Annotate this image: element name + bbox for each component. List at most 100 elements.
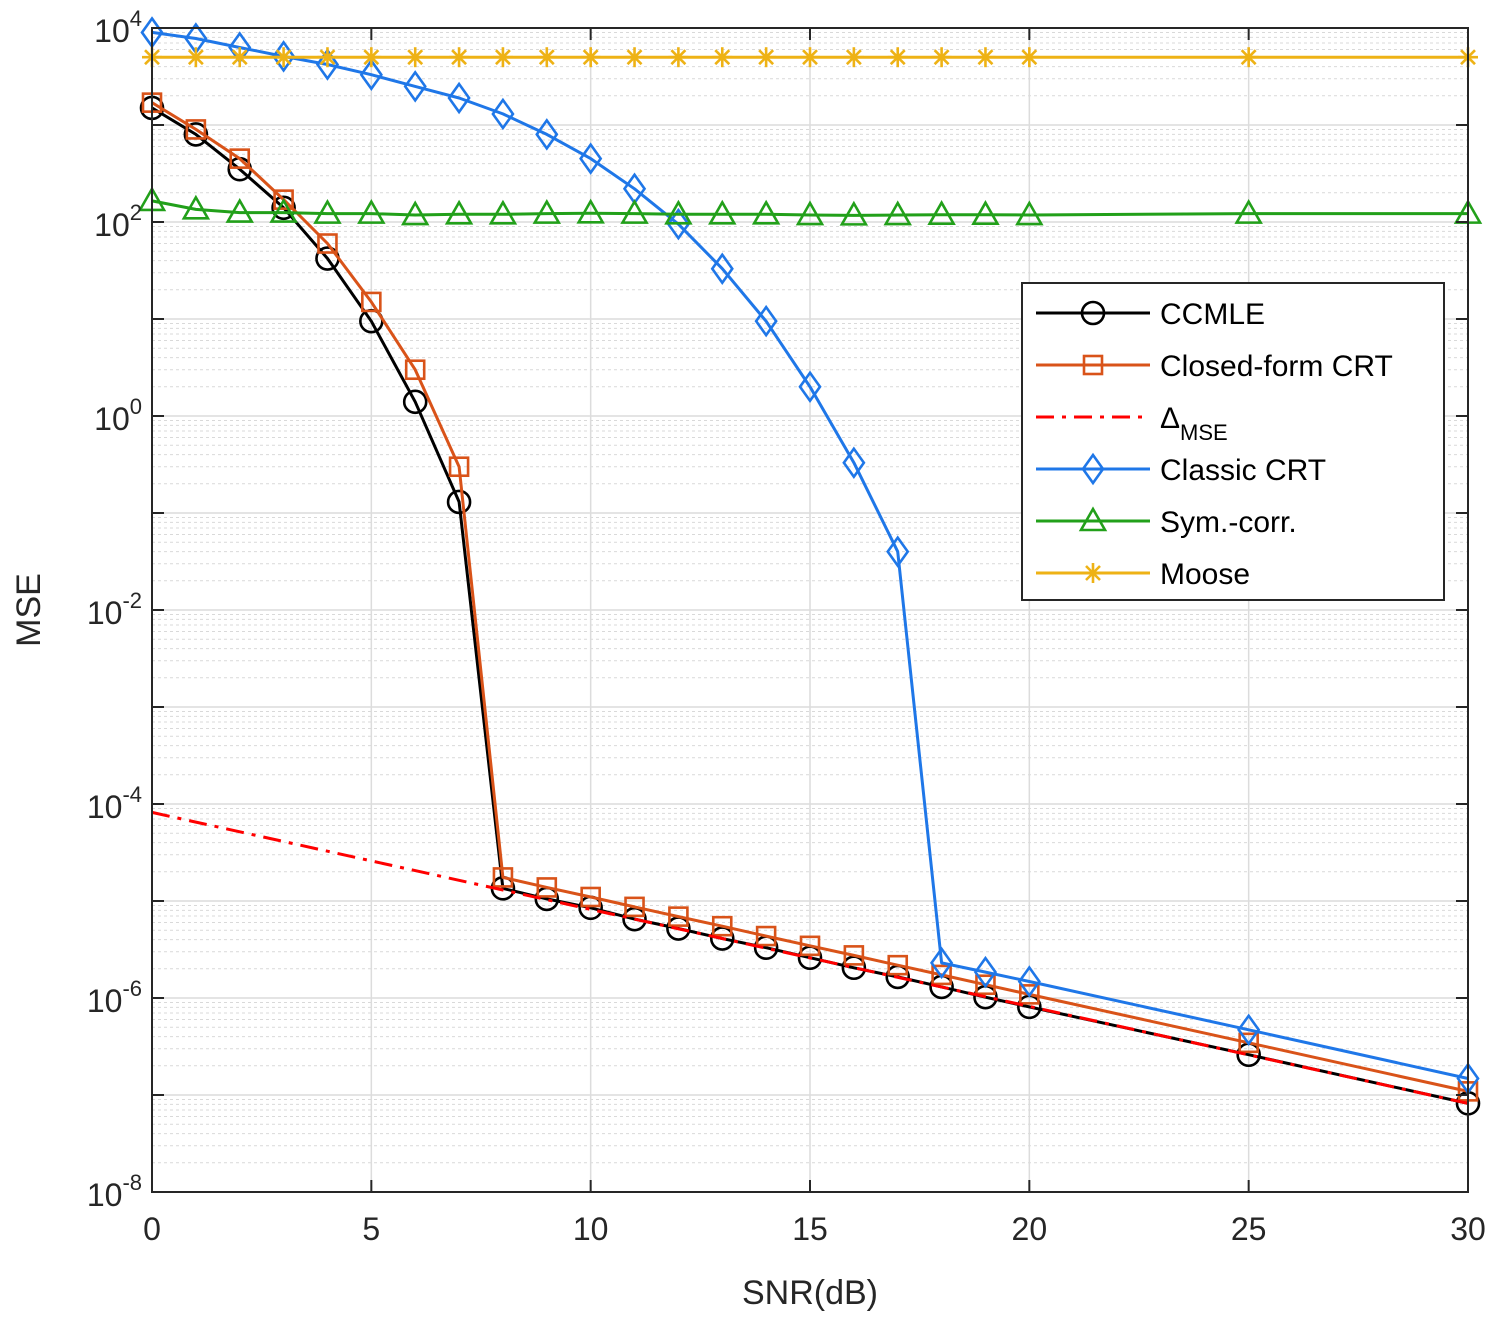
y-tick-label: 102	[94, 200, 142, 243]
data-point	[492, 47, 513, 68]
y-tick-base: 10	[87, 983, 123, 1019]
legend-label: ΔMSE	[1160, 402, 1228, 445]
data-point	[536, 877, 558, 898]
y-tick-label: 10-4	[87, 782, 142, 825]
data-point	[799, 935, 821, 957]
data-point	[225, 197, 254, 223]
data-point	[1234, 199, 1263, 224]
data-point	[710, 252, 734, 285]
series-line-closed-form-crt	[151, 101, 1469, 1093]
y-tick-label: 10-6	[87, 976, 142, 1019]
data-point	[839, 200, 869, 226]
series-mse	[151, 810, 1469, 1105]
data-point	[1238, 1032, 1259, 1054]
legend-box	[1021, 282, 1445, 601]
legend-marker	[1081, 452, 1105, 486]
legend-marker	[1082, 354, 1104, 376]
y-tick-label: 104	[94, 6, 142, 49]
data-point	[405, 47, 426, 68]
data-point	[887, 954, 909, 976]
data-point	[229, 47, 250, 68]
data-point	[313, 199, 342, 224]
y-tick-exponent: -6	[122, 976, 142, 1001]
data-point	[711, 915, 733, 937]
series-sym-corr	[137, 186, 1483, 226]
series-line-classic-crt	[151, 30, 1469, 1080]
data-point	[751, 199, 781, 225]
axis-ticks	[151, 27, 1469, 1193]
legend-entry-sym-corr: Sym.-corr.	[1036, 506, 1297, 539]
data-point	[449, 47, 470, 68]
data-point	[402, 389, 428, 415]
x-tick-label: 15	[792, 1211, 828, 1247]
y-tick-base: 10	[94, 207, 130, 243]
data-point	[448, 456, 470, 478]
data-point	[624, 47, 645, 68]
y-tick-base: 10	[94, 401, 130, 437]
data-point	[400, 200, 430, 226]
data-point	[883, 200, 912, 226]
data-point	[357, 199, 386, 224]
data-point	[229, 148, 251, 169]
data-point	[273, 47, 294, 68]
data-point	[664, 199, 693, 225]
data-point	[800, 47, 820, 68]
legend: CCMLE Closed-form CRT ΔMSE Classic CRT Sym.-…	[1021, 282, 1445, 601]
data-point	[579, 142, 603, 175]
data-point	[269, 197, 298, 223]
data-point	[754, 304, 778, 338]
data-point	[536, 47, 557, 68]
data-point	[1237, 1013, 1261, 1047]
data-point	[317, 47, 338, 68]
data-point	[580, 886, 601, 908]
data-point	[620, 199, 649, 224]
data-point	[315, 48, 340, 81]
data-point	[576, 198, 605, 224]
y-tick-exponent: 0	[130, 394, 142, 419]
data-point	[359, 58, 383, 91]
y-tick-label: 10-2	[87, 588, 142, 631]
data-point	[975, 974, 996, 996]
legend-entry-ccmle: CCMLE	[1036, 298, 1265, 331]
data-point	[1019, 984, 1040, 1005]
legend-label: Moose	[1160, 558, 1250, 591]
y-tick-exponent: -4	[122, 782, 142, 807]
data-point	[624, 896, 645, 918]
data-point	[668, 906, 689, 927]
series-line-mse	[151, 810, 1469, 1105]
data-point	[843, 945, 865, 966]
data-point	[181, 194, 211, 220]
data-point	[317, 233, 338, 254]
data-point	[755, 925, 777, 947]
data-point	[403, 70, 427, 103]
data-point	[535, 118, 559, 151]
x-tick-label: 0	[143, 1211, 161, 1247]
data-point	[271, 195, 296, 221]
x-tick-labels: 0 5 10 15 20 25 30	[143, 1211, 1486, 1247]
y-tick-label: 10-8	[87, 1170, 142, 1213]
data-point	[447, 81, 471, 115]
data-point	[273, 189, 294, 210]
y-tick-base: 10	[87, 1177, 123, 1213]
data-point	[708, 199, 737, 225]
data-point	[185, 47, 206, 68]
data-point	[756, 47, 777, 68]
data-point	[931, 964, 952, 986]
series-moose	[142, 47, 1478, 68]
x-axis-title: SNR(dB)	[742, 1274, 878, 1312]
data-point	[798, 370, 822, 404]
data-point	[887, 47, 908, 68]
legend-label: Closed-form CRT	[1160, 350, 1393, 383]
y-tick-exponent: -8	[122, 1170, 142, 1195]
data-point	[361, 47, 382, 68]
data-point	[1019, 47, 1040, 68]
data-point	[491, 97, 515, 131]
data-point	[930, 946, 954, 980]
x-tick-label: 30	[1450, 1211, 1486, 1247]
data-point	[1017, 965, 1041, 998]
series-classic-crt	[140, 16, 1480, 1095]
data-point	[1015, 200, 1044, 226]
data-point	[971, 200, 1000, 225]
legend-label: Sym.-corr.	[1160, 506, 1297, 539]
